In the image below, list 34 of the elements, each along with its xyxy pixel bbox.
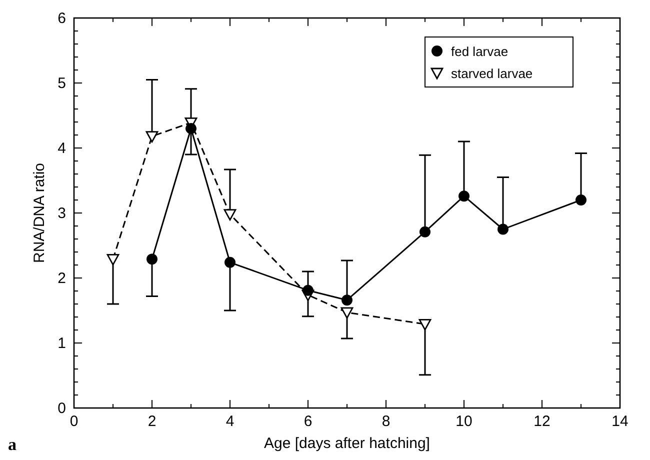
- legend-label: fed larvae: [451, 44, 508, 59]
- point: [418, 318, 432, 330]
- x-tick-label: 10: [456, 413, 472, 430]
- point: [106, 254, 120, 266]
- point: [186, 123, 196, 134]
- x-tick-label: 8: [382, 413, 390, 430]
- point: [146, 254, 158, 265]
- x-tick-label: 12: [534, 413, 550, 430]
- x-tick-label: 4: [226, 413, 234, 430]
- point: [340, 307, 354, 319]
- x-tick-label: 2: [148, 413, 156, 430]
- point: [224, 209, 236, 220]
- point: [576, 194, 586, 206]
- y-tick-label: 0: [58, 400, 66, 417]
- x-axis-title: Age [days after hatching]: [264, 435, 430, 452]
- point: [342, 294, 352, 306]
- y-tick-label: 5: [58, 75, 66, 92]
- x-tick-label: 14: [612, 413, 628, 430]
- y-tick-label: 4: [58, 140, 66, 157]
- text: a: [8, 435, 17, 454]
- point: [458, 190, 470, 202]
- point: [302, 284, 314, 296]
- x-tick-label: 0: [70, 413, 78, 430]
- y-axis-title: RNA/DNA ratio: [31, 162, 48, 264]
- y-tick-label: 1: [58, 335, 66, 352]
- point: [224, 256, 236, 268]
- y-tick-label: 6: [58, 10, 66, 27]
- point: [146, 131, 158, 142]
- y-tick-label: 3: [58, 205, 66, 222]
- point: [420, 226, 430, 238]
- point: [498, 224, 508, 235]
- legend-label: starved larvae: [451, 66, 533, 81]
- x-tick-label: 6: [304, 413, 312, 430]
- y-tick-label: 2: [58, 270, 66, 287]
